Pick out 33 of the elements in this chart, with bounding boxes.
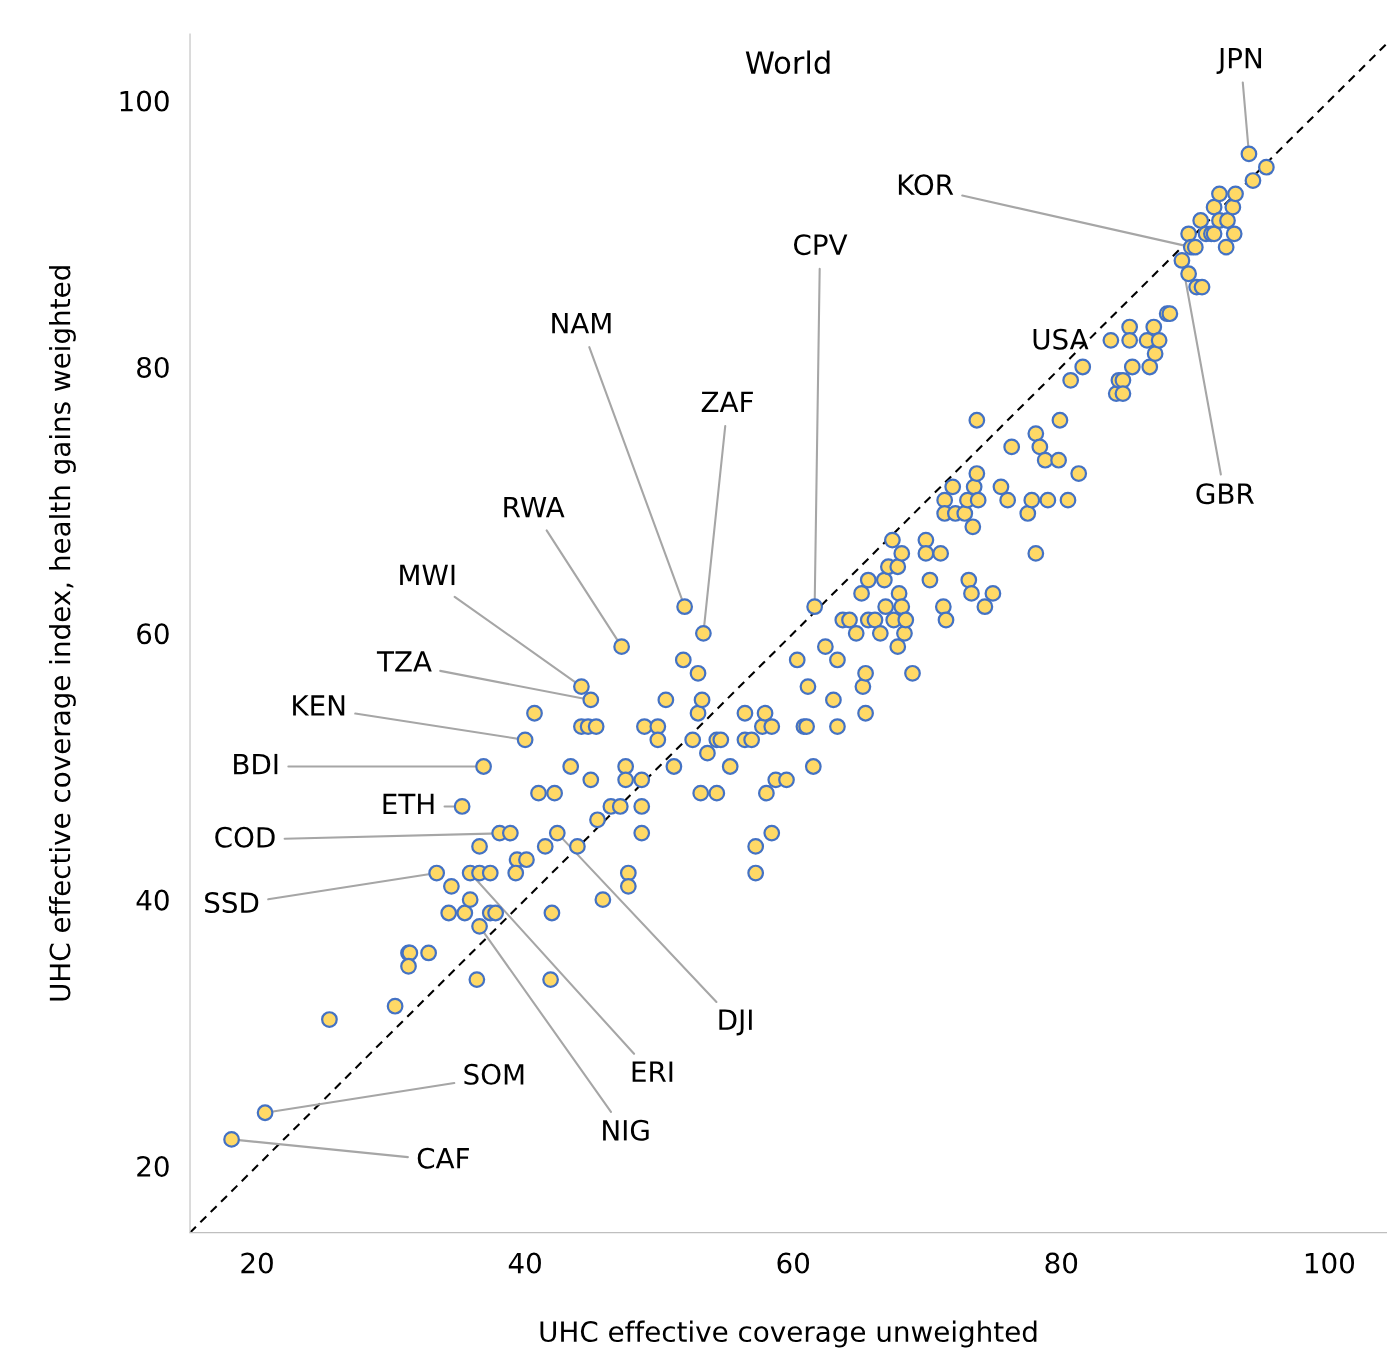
annotation: SSD [205,892,259,914]
y-tick-label: 100 [120,90,169,112]
x-axis-title: UHC effective coverage unweighted [540,1320,1037,1348]
annotation: MWI [400,564,455,586]
annotation: COD [215,826,275,848]
y-tick-label: 60 [137,623,169,645]
annotation: CAF [417,1147,469,1169]
y-axis-title: UHC effective coverage index, health gains weighted [49,266,76,1001]
annotation: GBR [1196,483,1254,505]
annotation: DJI [719,1009,752,1036]
x-tick-label: 60 [777,1252,810,1274]
annotation: KEN [293,695,345,716]
annotation: TZA [376,651,432,672]
annotation: ERI [632,1061,673,1082]
y-tick-label: 20 [137,1155,169,1177]
annotation: BDI [234,753,278,775]
annotation: NIG [603,1119,649,1141]
annotation: ETH [383,793,434,815]
annotation: NAM [552,313,611,334]
x-tick-label: 80 [1045,1252,1078,1274]
chart-title: World [745,50,830,75]
annotation: RWA [504,496,565,518]
y-tick-label: 80 [137,356,169,378]
annotation: SOM [464,1063,524,1085]
annotation: USA [1033,328,1089,350]
y-tick-label: 40 [136,889,169,911]
x-tick-label: 100 [1305,1252,1355,1274]
annotation: KOR [898,174,954,196]
annotation: CPV [793,234,848,256]
annotation: JPN [1216,48,1262,74]
annotation: ZAF [701,391,753,412]
x-tick-label: 40 [508,1252,541,1274]
x-tick-label: 20 [241,1252,273,1274]
